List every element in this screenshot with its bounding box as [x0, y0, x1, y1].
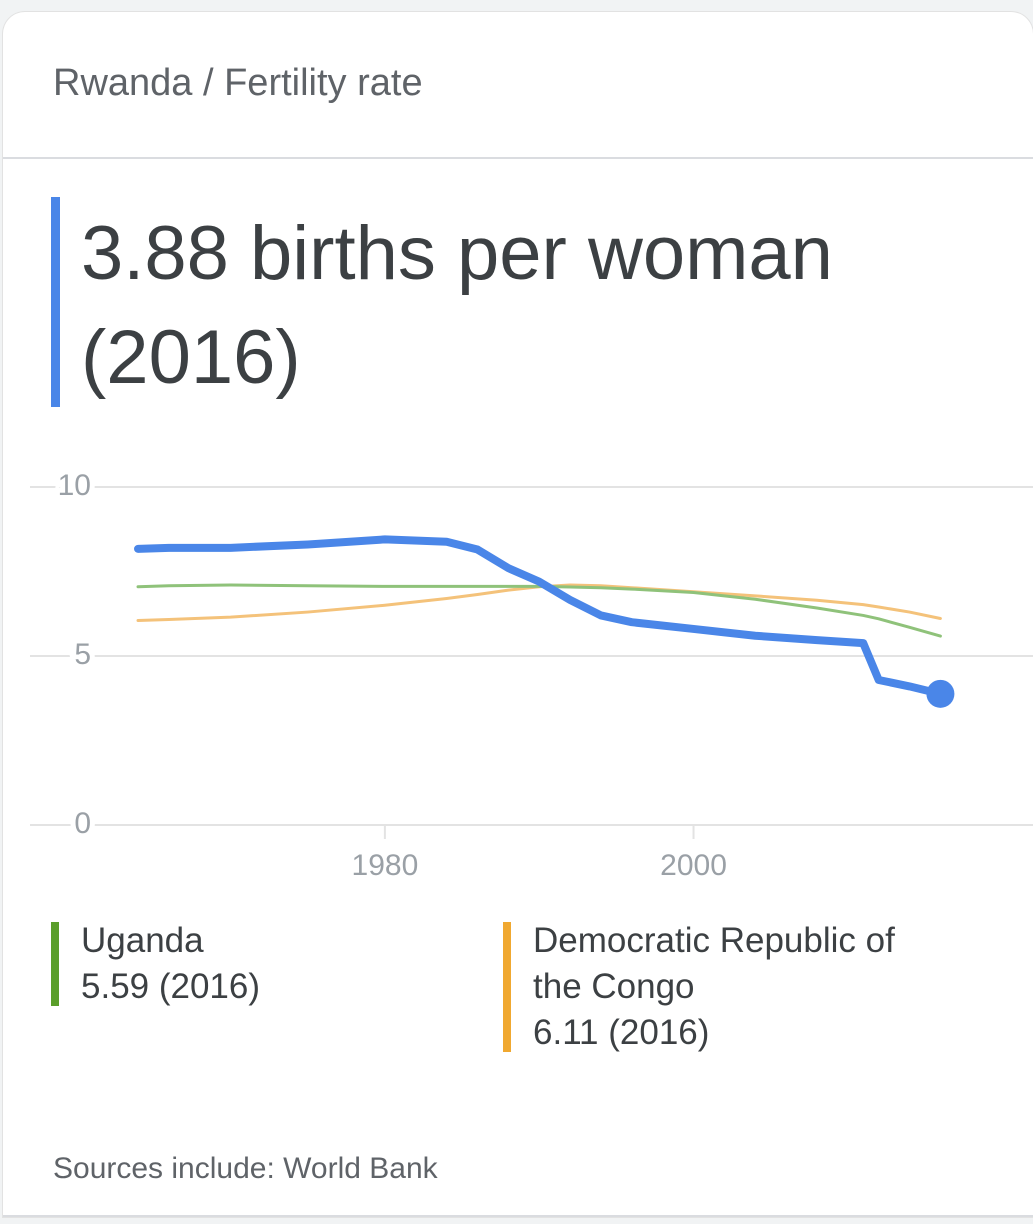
legend-value: 6.11 (2016): [533, 1013, 710, 1052]
legend-item[interactable]: Democratic Republic of the Congo 6.11 (2…: [503, 918, 933, 1056]
source[interactable]: Sources include: World Bank: [53, 1152, 438, 1185]
chart: 0 5 10 1980 2000: [30, 464, 1033, 887]
legend-value: 5.59 (2016): [81, 967, 261, 1006]
series-line: [134, 535, 945, 698]
legend-label: Democratic Republic of the Congo: [533, 921, 895, 1006]
legend-swatch: [51, 922, 59, 1006]
y-tick-label: 10: [58, 469, 91, 502]
series-line: [136, 583, 942, 623]
accent-bar: [51, 197, 60, 407]
headline: 3.88 births per woman (2016): [81, 211, 833, 400]
divider: [3, 1215, 1033, 1217]
x-tick-label: 2000: [660, 849, 727, 882]
y-tick-label: 0: [74, 807, 91, 840]
legend-item[interactable]: Uganda 5.59 (2016): [51, 918, 461, 1010]
series-line: [136, 583, 942, 638]
divider: [3, 157, 1033, 159]
y-tick-label: 5: [74, 638, 91, 671]
card: Rwanda / Fertility rate 3.88 births per …: [3, 12, 1033, 1217]
x-tick-label: 1980: [352, 849, 419, 882]
breadcrumb[interactable]: Rwanda / Fertility rate: [53, 62, 423, 104]
legend-swatch: [503, 922, 511, 1052]
end-point: [926, 679, 955, 708]
legend-label: Uganda: [81, 921, 204, 960]
